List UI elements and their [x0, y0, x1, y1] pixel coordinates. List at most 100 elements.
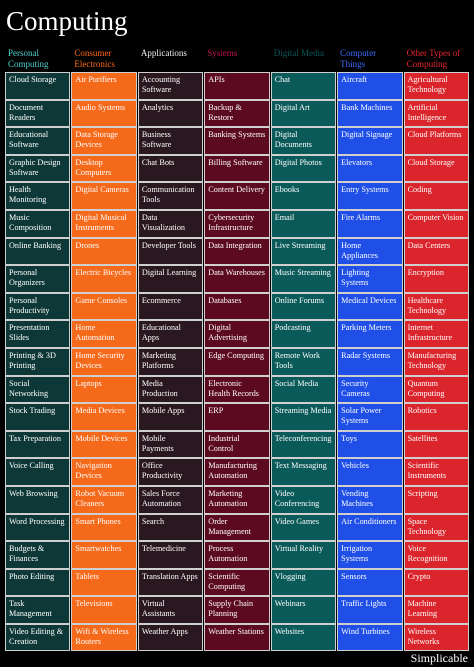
item-cell: Music Streaming [270, 265, 337, 293]
item-cell: Educational Apps [137, 320, 204, 348]
item-cell: Electronic Health Records [204, 375, 270, 404]
column-header: Consumer Electronics [74, 48, 115, 69]
item-cell: Scientific Instruments [403, 458, 469, 486]
item-cell: Space Technology [403, 513, 469, 542]
item-cell: Electric Bicycles [71, 265, 137, 293]
item-cell: Cloud Storage [403, 154, 469, 183]
item-cell: Aircraft [337, 72, 403, 100]
item-cell: Photo Editing [5, 568, 71, 597]
item-cell: Text Messaging [270, 458, 337, 486]
item-cell: Graphic Design Software [5, 154, 71, 183]
item-cell: Computer Vision [403, 209, 469, 238]
item-cell: Data Warehouses [204, 265, 270, 293]
item-cell: Elevators [337, 154, 403, 183]
item-cell: Air Conditioners [337, 513, 403, 542]
item-cell: Media Devices [71, 403, 137, 431]
item-cell: Televisions [71, 596, 137, 624]
item-cell: Air Purifiers [71, 72, 137, 100]
item-cell: Robot Vacuum Cleaners [71, 485, 137, 514]
item-cell: Online Banking [5, 237, 71, 266]
item-cell: Supply Chain Planning [204, 596, 270, 624]
item-cell: Mobile Apps [137, 403, 204, 431]
item-cell: Medical Devices [337, 292, 403, 321]
item-cell: Sales Force Automation [137, 485, 204, 514]
item-cell: Digital Documents [270, 127, 337, 155]
column-header: Other Types of Computing [406, 48, 461, 69]
item-cell: Business Software [137, 127, 204, 155]
item-cell: Document Readers [5, 99, 71, 128]
item-cell: Communication Tools [137, 182, 204, 210]
column: Consumer Electronics Air Purifiers Audio S… [71, 46, 137, 652]
item-cell: Drones [71, 237, 137, 266]
item-cell: Radar Systems [337, 347, 403, 376]
item-cell: Personal Organizers [5, 265, 71, 293]
item-cell: Mobile Payments [137, 430, 204, 459]
item-cell: Billing Software [204, 154, 270, 183]
item-cell: Solar Power Systems [337, 403, 403, 431]
item-cell: Wifi & Wireless Routers [71, 623, 137, 652]
item-cell: Remote Work Tools [270, 347, 337, 376]
item-cell: Ebooks [270, 182, 337, 210]
item-cell: Telemedicine [137, 541, 204, 569]
item-cell: Entry Systems [337, 182, 403, 210]
item-cell: Podcasting [270, 320, 337, 348]
item-cell: Agricultural Technology [403, 72, 469, 100]
item-cell: Voice Calling [5, 458, 71, 486]
item-cell: Wind Turbines [337, 623, 403, 652]
column-header: Digital Media [273, 48, 324, 58]
item-cell: ERP [204, 403, 270, 431]
item-cell: Order Management [204, 513, 270, 542]
item-cell: Databases [204, 292, 270, 321]
item-cell: Coding [403, 182, 469, 210]
item-cell: Presentation Slides [5, 320, 71, 348]
item-cell: Digital Signage [337, 127, 403, 155]
item-cell: Backup & Restore [204, 99, 270, 128]
item-cell: Encryption [403, 265, 469, 293]
title: Computing [6, 6, 128, 36]
item-cell: Data Centers [403, 237, 469, 266]
item-cell: Music Composition [5, 209, 71, 238]
item-cell: Vehicles [337, 458, 403, 486]
column-header: Personal Computing [8, 48, 49, 69]
column-header: Systems [207, 48, 238, 58]
item-cell: Digital Cameras [71, 182, 137, 210]
item-cell: Stock Trading [5, 403, 71, 431]
item-cell: APIs [204, 72, 270, 100]
column-header: Applications [140, 48, 187, 58]
item-cell: Budgets & Finances [5, 541, 71, 569]
item-cell: Satellites [403, 430, 469, 459]
item-cell: Tablets [71, 568, 137, 597]
footer-brand: Simplicable [410, 651, 468, 665]
item-cell: Process Automation [204, 541, 270, 569]
item-cell: Fire Alarms [337, 209, 403, 238]
item-cell: Health Monitoring [5, 182, 71, 210]
item-cell: Wireless Networks [403, 623, 469, 652]
item-cell: Teleconferencing [270, 430, 337, 459]
item-cell: Crypto [403, 568, 469, 597]
item-cell: Digital Musical Instruments [71, 209, 137, 238]
item-cell: Quantum Computing [403, 375, 469, 404]
item-cell: Machine Learning [403, 596, 469, 624]
item-cell: Digital Photos [270, 154, 337, 183]
item-cell: Industrial Control [204, 430, 270, 459]
item-cell: Cloud Storage [5, 72, 71, 100]
item-cell: Live Streaming [270, 237, 337, 266]
item-cell: Online Forums [270, 292, 337, 321]
item-cell: Personal Productivity [5, 292, 71, 321]
item-cell: Virtual Reality [270, 541, 337, 569]
item-cell: Parking Meters [337, 320, 403, 348]
item-cell: Media Production [137, 375, 204, 404]
item-cell: Webinars [270, 596, 337, 624]
item-cell: Printing & 3D Printing [5, 347, 71, 376]
item-cell: Laptops [71, 375, 137, 404]
item-cell: Bank Machines [337, 99, 403, 128]
item-cell: Chat Bots [137, 154, 204, 183]
item-cell: Scientific Computing [204, 568, 270, 597]
item-cell: Ecommerce [137, 292, 204, 321]
item-cell: Data Integration [204, 237, 270, 266]
column: Computer Things Aircraft Bank Machines Digi… [337, 46, 403, 652]
item-cell: Data Storage Devices [71, 127, 137, 155]
item-cell: Navigation Devices [71, 458, 137, 486]
item-cell: Sensors [337, 568, 403, 597]
